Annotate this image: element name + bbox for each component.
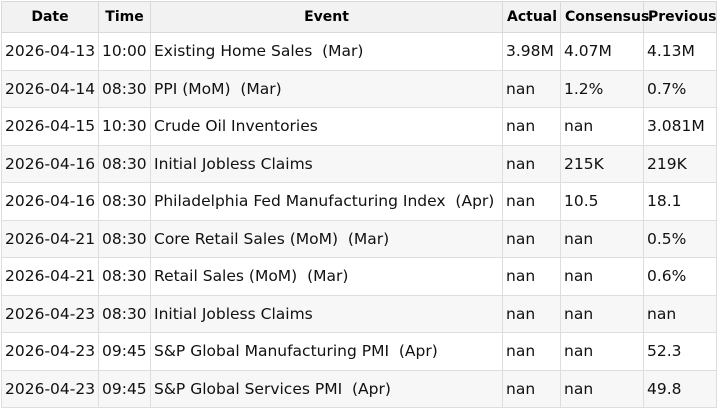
table-cell: nan [560,369,644,408]
table-cell: 2026-04-13 [1,32,99,71]
table-cell: 3.081M [643,107,717,146]
table-row: 2026-04-21 08:30 Retail Sales (MoM) (Mar) n… [1,257,717,296]
table-cell: nan [502,219,561,258]
table-cell: nan [643,294,717,333]
table-cell: nan [560,257,644,296]
table-row: 2026-04-16 08:30 Philadelphia Fed Manufact… [1,182,717,221]
table-cell: 08:30 [98,144,151,183]
table-cell: Core Retail Sales (MoM) (Mar) [150,219,503,258]
table-cell: 219K [643,144,717,183]
table-cell: 2026-04-23 [1,332,99,371]
table-cell: 3.98M [502,32,561,71]
table-cell: nan [502,144,561,183]
table-cell: S&P Global Services PMI (Apr) [150,369,503,408]
table-cell: Philadelphia Fed Manufacturing Index (Ap… [150,182,503,221]
table-cell: S&P Global Manufacturing PMI (Apr) [150,332,503,371]
table-cell: 1.2% [560,69,644,108]
table-cell: nan [560,107,644,146]
table-cell: 2026-04-21 [1,257,99,296]
table-cell: 2026-04-16 [1,144,99,183]
table-row: 2026-04-13 10:00 Existing Home Sales (Mar)… [1,32,717,71]
table-row: 2026-04-23 09:45 S&P Global Manufacturing … [1,332,717,371]
table-cell: Initial Jobless Claims [150,144,503,183]
table-cell: 09:45 [98,369,151,408]
table-cell: 2026-04-15 [1,107,99,146]
header-row: Date Time Event Actual Consensus Previous [1,1,717,33]
table-cell: 2026-04-23 [1,369,99,408]
table-row: 2026-04-15 10:30 Crude Oil Inventories nan n… [1,107,717,146]
table-cell: PPI (MoM) (Mar) [150,69,503,108]
table-cell: nan [502,182,561,221]
table-row: 2026-04-16 08:30 Initial Jobless Claims nan… [1,144,717,183]
table-cell: nan [502,369,561,408]
table-cell: 08:30 [98,182,151,221]
table-row: 2026-04-21 08:30 Core Retail Sales (MoM) (… [1,219,717,258]
table-cell: 2026-04-23 [1,294,99,333]
table-cell: Retail Sales (MoM) (Mar) [150,257,503,296]
table-cell: 52.3 [643,332,717,371]
table-cell: 10:30 [98,107,151,146]
table-cell: nan [560,219,644,258]
table-cell: Existing Home Sales (Mar) [150,32,503,71]
table-cell: Crude Oil Inventories [150,107,503,146]
table-cell: 2026-04-16 [1,182,99,221]
table-cell: 0.7% [643,69,717,108]
table-row: 2026-04-23 08:30 Initial Jobless Claims nan… [1,294,717,333]
table-cell: 2026-04-14 [1,69,99,108]
column-header: Date [1,1,99,33]
table-cell: nan [560,332,644,371]
table-cell: 08:30 [98,257,151,296]
table-cell: 10:00 [98,32,151,71]
table-cell: 18.1 [643,182,717,221]
table-cell: 08:30 [98,294,151,333]
table-cell: nan [502,294,561,333]
table-body: 2026-04-13 10:00 Existing Home Sales (Mar)… [1,32,717,408]
column-header: Previous [643,1,717,33]
table-cell: 215K [560,144,644,183]
column-header: Event [150,1,503,33]
table-cell: 08:30 [98,69,151,108]
table-cell: 49.8 [643,369,717,408]
table-cell: 2026-04-21 [1,219,99,258]
table-cell: nan [502,257,561,296]
table-cell: 4.13M [643,32,717,71]
table-cell: 0.6% [643,257,717,296]
column-header: Actual [502,1,561,33]
table-cell: 09:45 [98,332,151,371]
table-cell: 4.07M [560,32,644,71]
table-header: Date Time Event Actual Consensus Previous [1,1,717,33]
table-row: 2026-04-23 09:45 S&P Global Services PMI (… [1,369,717,408]
column-header: Time [98,1,151,33]
table-cell: Initial Jobless Claims [150,294,503,333]
column-header: Consensus [560,1,649,33]
table-cell: nan [560,294,644,333]
table-cell: 10.5 [560,182,644,221]
table-row: 2026-04-14 08:30 PPI (MoM) (Mar) nan 1.2% 0.7… [1,69,717,108]
table-cell: 08:30 [98,219,151,258]
table-cell: nan [502,107,561,146]
table-cell: nan [502,69,561,108]
table-cell: nan [502,332,561,371]
table-cell: 0.5% [643,219,717,258]
